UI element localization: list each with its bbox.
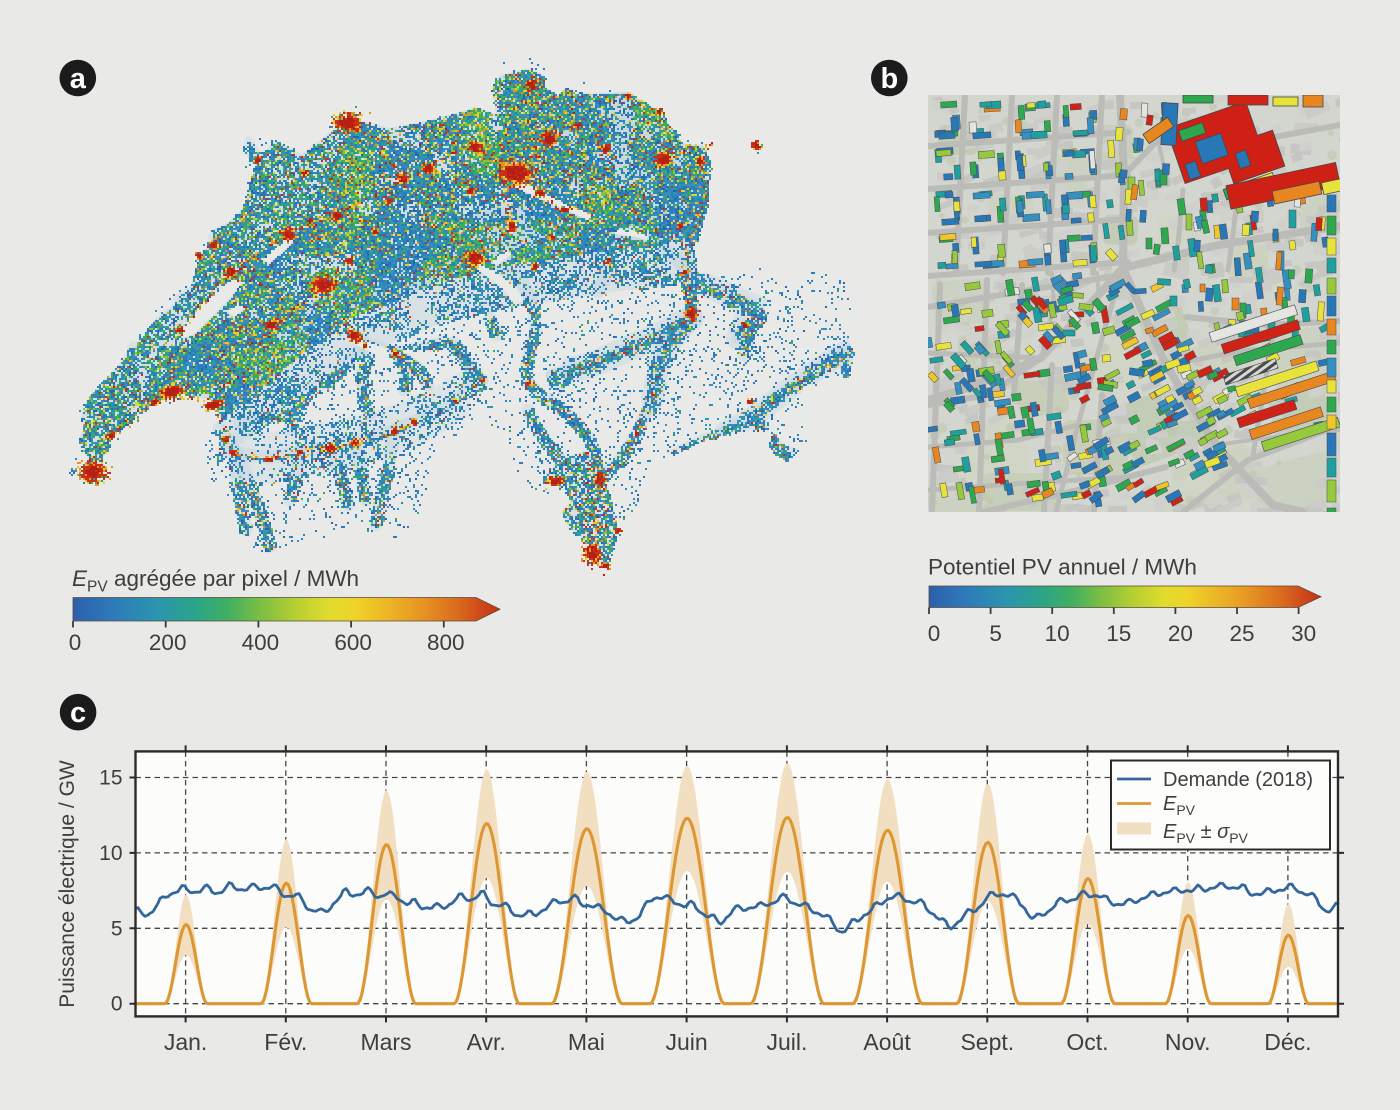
- svg-text:Puissance électrique / GW: Puissance électrique / GW: [56, 760, 79, 1008]
- svg-text:Avr.: Avr.: [467, 1029, 506, 1055]
- svg-text:10: 10: [99, 842, 122, 865]
- svg-text:b: b: [880, 63, 898, 95]
- svg-text:Juin: Juin: [665, 1029, 707, 1055]
- svg-text:0: 0: [111, 993, 123, 1016]
- svg-text:15: 15: [1106, 621, 1131, 646]
- svg-text:Demande (2018): Demande (2018): [1163, 769, 1313, 791]
- svg-text:Nov.: Nov.: [1165, 1029, 1211, 1055]
- svg-text:Jan.: Jan.: [164, 1029, 207, 1055]
- svg-text:c: c: [70, 697, 86, 729]
- svg-text:200: 200: [149, 630, 187, 655]
- svg-text:Fév.: Fév.: [264, 1029, 307, 1055]
- svg-text:Oct.: Oct.: [1066, 1029, 1108, 1055]
- svg-text:0: 0: [928, 621, 941, 646]
- svg-text:a: a: [70, 63, 87, 95]
- svg-text:Déc.: Déc.: [1264, 1029, 1311, 1055]
- svg-text:20: 20: [1168, 621, 1193, 646]
- svg-text:10: 10: [1045, 621, 1070, 646]
- svg-text:25: 25: [1229, 621, 1254, 646]
- svg-text:Mars: Mars: [360, 1029, 411, 1055]
- svg-text:600: 600: [334, 630, 372, 655]
- svg-text:400: 400: [242, 630, 280, 655]
- svg-text:800: 800: [427, 630, 465, 655]
- svg-text:EPV ± σPV: EPV ± σPV: [1163, 821, 1249, 846]
- svg-text:EPV: EPV: [1163, 793, 1196, 818]
- svg-text:30: 30: [1291, 621, 1316, 646]
- svg-text:Août: Août: [863, 1029, 911, 1055]
- svg-text:5: 5: [111, 917, 123, 940]
- svg-text:15: 15: [99, 767, 122, 790]
- svg-text:EPV agrégée par pixel / MWh: EPV agrégée par pixel / MWh: [72, 566, 359, 596]
- svg-text:5: 5: [989, 621, 1002, 646]
- svg-text:Sept.: Sept.: [960, 1029, 1014, 1055]
- svg-text:Mai: Mai: [568, 1029, 605, 1055]
- svg-text:Potentiel PV annuel / MWh: Potentiel PV annuel / MWh: [928, 555, 1197, 580]
- svg-text:Juil.: Juil.: [766, 1029, 807, 1055]
- svg-text:0: 0: [69, 630, 82, 655]
